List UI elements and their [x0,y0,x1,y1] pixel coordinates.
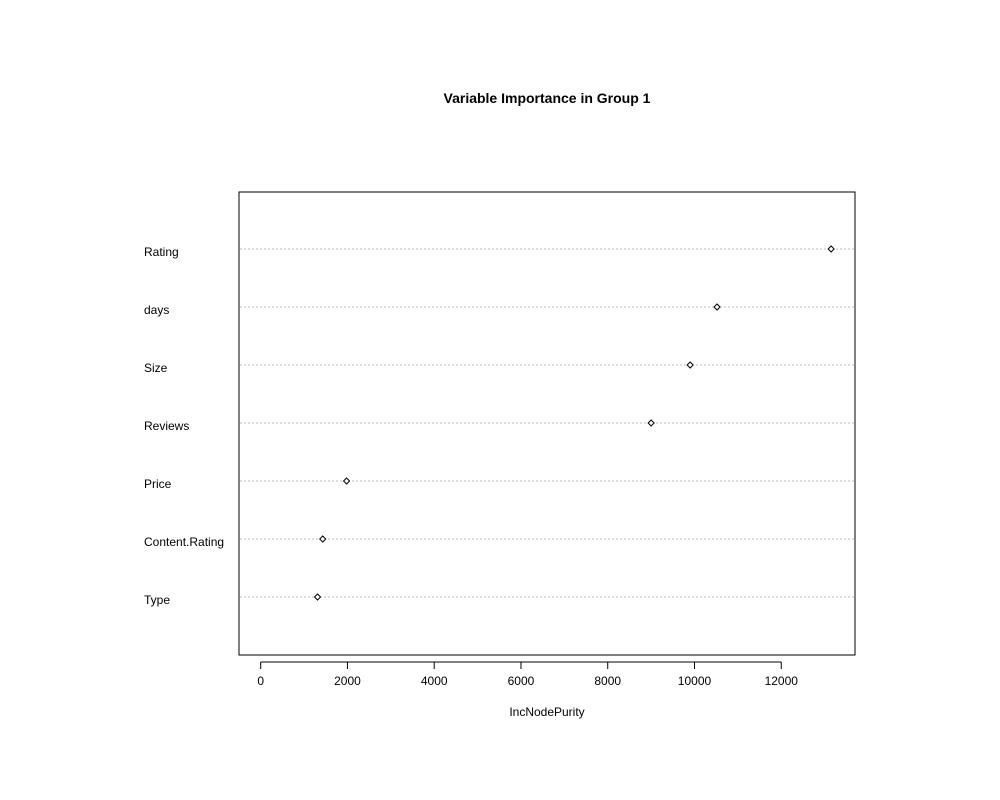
data-point [319,535,327,543]
x-tick-label: 6000 [508,674,535,688]
category-label: days [144,303,169,317]
data-point [686,361,694,369]
x-axis-label: IncNodePurity [509,705,584,719]
x-axis: 0 2000 4000 6000 8000 10000 12000 [257,661,799,688]
category-label: Size [144,361,168,375]
data-point [342,477,351,485]
chart-title: Variable Importance in Group 1 [444,90,651,106]
data-point [713,303,721,311]
data-points [313,245,835,601]
category-label: Type [144,593,170,607]
category-label: Price [144,477,172,491]
x-tick-label: 2000 [334,674,361,688]
data-point [313,593,322,601]
data-point [647,419,655,427]
x-tick-label: 10000 [678,674,712,688]
category-label: Rating [144,245,179,259]
plot-frame [238,191,856,656]
category-label: Content.Rating [144,535,224,549]
grid-lines [240,248,854,598]
x-tick-label: 0 [257,674,264,688]
x-tick-label: 4000 [421,674,448,688]
category-label: Reviews [144,419,189,433]
x-tick-label: 8000 [594,674,621,688]
x-tick-label: 12000 [765,674,799,688]
data-point [827,245,835,253]
category-labels: Rating days Size Reviews Price Content.Rating… [144,245,224,607]
